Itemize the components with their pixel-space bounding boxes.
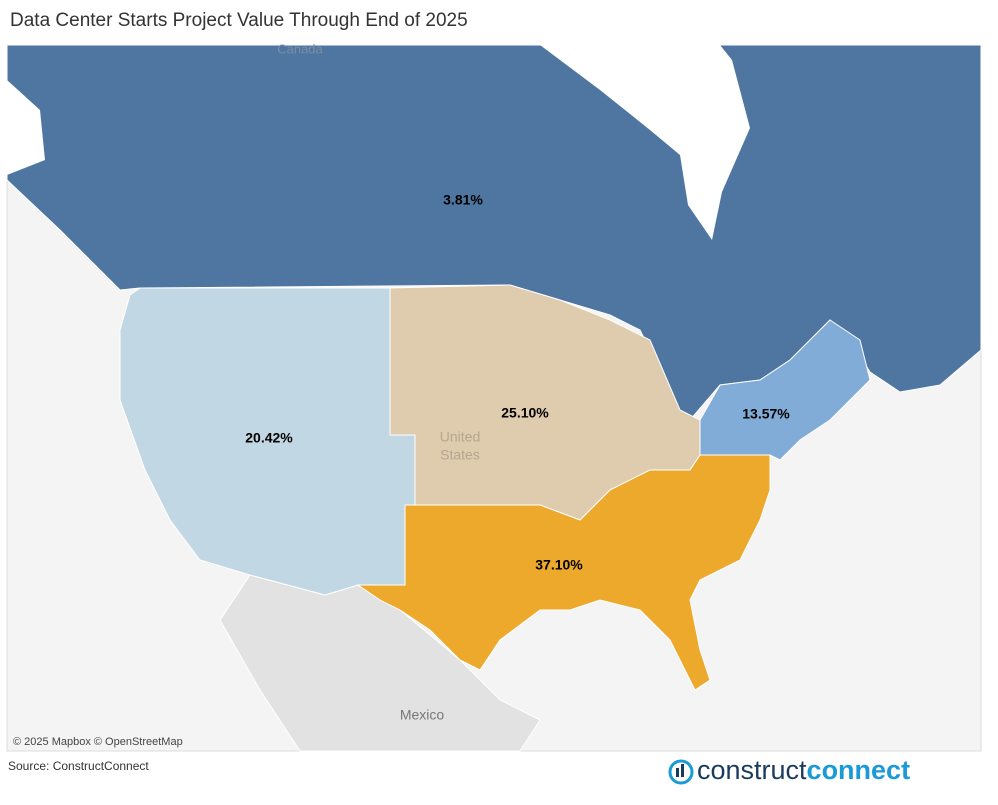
value-label: 13.57% <box>742 406 790 422</box>
value-label: 20.42% <box>245 430 293 446</box>
hudson-bay <box>540 45 750 240</box>
logo: constructconnect <box>668 755 910 785</box>
country-label: United <box>440 429 480 445</box>
pacific-coast <box>7 80 45 175</box>
chart-title: Data Center Starts Project Value Through… <box>10 10 468 31</box>
region <box>356 454 771 691</box>
logo-text: constructconnect <box>697 755 910 785</box>
logo-icon <box>668 759 694 785</box>
value-label: 3.81% <box>443 192 483 208</box>
attribution: © 2025 Mapbox © OpenStreetMap <box>13 736 183 748</box>
country-label: Canada <box>277 41 323 56</box>
logo-icon <box>676 768 679 777</box>
country-label: States <box>440 447 480 463</box>
logo-word: construct <box>697 755 807 785</box>
country-label: Mexico <box>400 707 445 723</box>
value-label: 37.10% <box>535 557 583 573</box>
source: Source: ConstructConnect <box>8 759 149 773</box>
logo-word: connect <box>807 755 911 785</box>
logo-icon <box>681 764 684 777</box>
value-label: 25.10% <box>501 405 549 421</box>
